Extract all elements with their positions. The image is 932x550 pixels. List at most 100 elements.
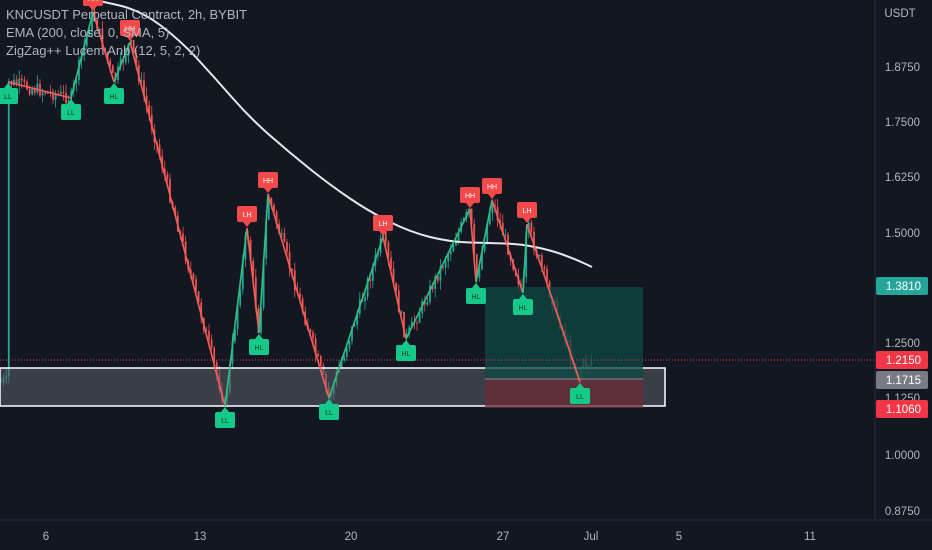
time-tick-label: Jul <box>584 531 599 543</box>
candle <box>26 79 28 91</box>
pivot-tag: HL <box>513 294 533 315</box>
price-badge-value: 1.3810 <box>886 281 921 293</box>
candle <box>314 333 317 363</box>
price-tick-label: 1.8750 <box>885 62 920 74</box>
candle <box>7 78 10 384</box>
pivot-tag-label: HH <box>125 26 135 33</box>
pivot-tag-label: LL <box>576 394 584 401</box>
zigzag-indicator-label[interactable]: ZigZag++ Lucem Anb (12, 5, 2, 2) <box>6 43 201 58</box>
pivot-tag: LL <box>61 99 81 120</box>
zigzag-segment <box>7 81 72 99</box>
price-badge: 1.2150 <box>876 351 928 369</box>
candle <box>91 4 93 38</box>
position-stop-zone[interactable] <box>485 379 643 408</box>
candle <box>197 291 200 304</box>
candle <box>538 254 541 258</box>
pivot-tag: LH <box>237 206 257 227</box>
candle <box>192 272 195 284</box>
candle <box>200 298 203 324</box>
candle <box>288 243 291 277</box>
pivot-tag-label: LL <box>221 418 229 425</box>
candle <box>88 29 91 37</box>
zigzag-segment <box>328 236 384 399</box>
candle <box>348 340 351 352</box>
pivot-tag: HL <box>466 283 486 304</box>
pivot-tag: LL <box>570 383 590 404</box>
price-tick-label: 1.7500 <box>885 117 920 129</box>
candle <box>52 88 54 104</box>
pivot-tag: HH <box>258 172 278 193</box>
zigzag-lines <box>7 11 581 407</box>
price-badge-value: 1.2150 <box>886 355 921 367</box>
pivot-tag: HL <box>104 83 124 104</box>
candle <box>280 228 283 238</box>
candle <box>210 334 213 351</box>
time-tick-label: 13 <box>194 531 207 543</box>
candle <box>439 259 442 290</box>
time-axis[interactable]: 6 13 20 27 Jul 5 11 <box>0 519 932 550</box>
zigzag-segment <box>526 223 581 383</box>
candle <box>400 310 403 315</box>
zigzag-segment <box>475 199 493 283</box>
chart-legend: KNCUSDT Perpetual Contract, 2h, BYBIT EM… <box>6 6 247 60</box>
candle <box>436 276 439 284</box>
pivot-tag-label: HL <box>402 351 411 358</box>
pivot-tag-label: HL <box>472 294 481 301</box>
candle <box>416 320 418 331</box>
pivot-tag: HL <box>249 334 269 355</box>
price-tick-label: 1.5000 <box>885 228 920 240</box>
zigzag-segment <box>70 11 94 99</box>
candle <box>434 273 437 298</box>
price-badge-value: 1.1715 <box>886 375 921 387</box>
time-tick-label: 27 <box>497 531 510 543</box>
zigzag-segment <box>113 41 131 83</box>
zigzag-segment <box>491 199 524 294</box>
price-badge: 1.3810 <box>876 277 928 295</box>
price-axis[interactable]: USDT 1.87501.75001.62501.50001.25001.125… <box>874 0 932 520</box>
candle <box>166 171 169 184</box>
zigzag-segment <box>267 193 330 399</box>
ema-indicator-label[interactable]: EMA (200, close, 0, SMA, 5) <box>6 25 170 40</box>
pivot-tag: HL <box>396 340 416 361</box>
pivot-tag-label: LL <box>67 110 75 117</box>
time-tick-label: 20 <box>345 531 358 543</box>
time-tick-label: 11 <box>804 531 816 543</box>
candle <box>182 226 184 245</box>
pivot-tag: HH <box>482 178 502 199</box>
pivot-tag-label: LH <box>523 208 532 215</box>
zigzag-segment <box>382 236 407 340</box>
zigzag-segment <box>405 208 471 340</box>
pivot-tag-label: HL <box>255 345 264 352</box>
pivot-tag-label: HH <box>88 0 98 3</box>
time-tick-label: 6 <box>43 531 49 543</box>
pivot-tag: LL <box>215 407 235 428</box>
candle <box>283 227 286 243</box>
zigzag-segment <box>258 193 269 334</box>
zigzag-segment <box>92 11 115 83</box>
pivot-tag: HH <box>460 187 480 208</box>
price-axis-currency: USDT <box>884 8 915 20</box>
price-badge-value: 1.1060 <box>886 404 921 416</box>
price-badge: 1.1715 <box>876 371 928 389</box>
candle <box>317 350 320 357</box>
candle <box>299 287 301 299</box>
price-tick-label: 1.6250 <box>885 172 920 184</box>
pivot-tag-label: HL <box>110 94 119 101</box>
symbol-title[interactable]: KNCUSDT Perpetual Contract, 2h, BYBIT <box>6 7 248 22</box>
candle <box>36 75 39 95</box>
candle <box>23 76 26 87</box>
candle <box>169 173 171 204</box>
pivot-tag-label: LL <box>4 94 12 101</box>
pivot-tag: LL <box>0 83 18 104</box>
candle <box>54 90 57 108</box>
price-badge: 1.1060 <box>876 400 928 418</box>
zigzag-segment <box>522 223 528 294</box>
pivot-tag: LH <box>373 215 393 236</box>
candle <box>293 262 296 298</box>
candle <box>496 198 499 227</box>
candle <box>429 279 431 305</box>
pivot-tag-label: LH <box>243 212 252 219</box>
price-tick-label: 0.8750 <box>885 506 920 518</box>
pivot-tag: LL <box>319 399 339 420</box>
